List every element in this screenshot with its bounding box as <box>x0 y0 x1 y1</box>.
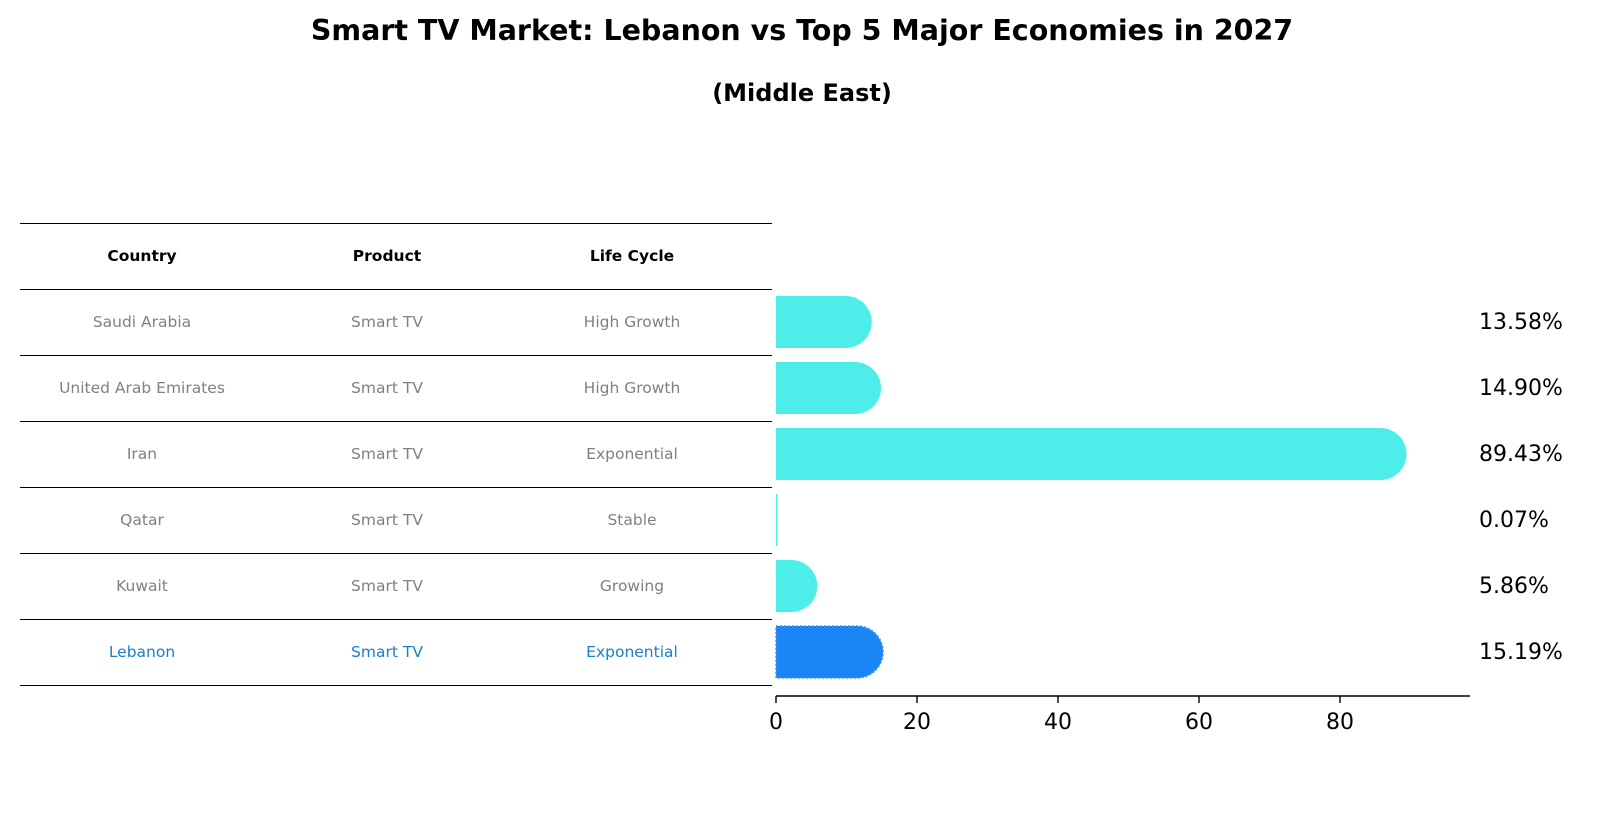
table-cell: Lebanon <box>108 643 176 661</box>
x-tick-label: 40 <box>1044 710 1072 735</box>
table-cell: Stable <box>607 511 657 529</box>
table-rule <box>20 289 772 290</box>
table-cell: Iran <box>126 445 158 463</box>
table-rule <box>20 685 772 686</box>
bar <box>776 428 1407 480</box>
table-cell: Smart TV <box>351 379 423 397</box>
table-rule <box>20 553 772 554</box>
value-label: 89.43% <box>1479 442 1563 467</box>
table-cell: Kuwait <box>116 577 168 595</box>
table-cell: Smart TV <box>351 511 423 529</box>
table-cell: Saudi Arabia <box>92 313 192 331</box>
table-cell: High Growth <box>583 379 681 397</box>
table-cell: United Arab Emirates <box>59 379 225 397</box>
table-header-cell: Country <box>107 247 177 265</box>
value-label: 5.86% <box>1479 574 1549 599</box>
table-header-cell: Life Cycle <box>589 247 675 265</box>
x-tick-label: 0 <box>769 710 783 735</box>
x-tick-label: 60 <box>1185 710 1213 735</box>
table-cell: Smart TV <box>351 313 423 331</box>
bar <box>776 362 882 414</box>
bar <box>775 625 884 679</box>
table-cell: Smart TV <box>351 445 423 463</box>
table-cell: High Growth <box>583 313 681 331</box>
table-cell: Exponential <box>586 445 678 463</box>
table-cell: Qatar <box>120 511 164 529</box>
table-cell: Smart TV <box>351 643 423 661</box>
table-rule <box>20 619 772 620</box>
table-header-cell: Product <box>352 247 422 265</box>
table-rule <box>20 223 772 224</box>
value-label: 13.58% <box>1479 310 1563 335</box>
x-tick-label: 20 <box>903 710 931 735</box>
table-rule <box>20 355 772 356</box>
chart-title: Smart TV Market: Lebanon vs Top 5 Major … <box>310 14 1294 47</box>
x-tick-label: 80 <box>1326 710 1354 735</box>
value-label: 0.07% <box>1479 508 1549 533</box>
value-label: 14.90% <box>1479 376 1563 401</box>
table-cell: Exponential <box>586 643 678 661</box>
bar <box>776 494 778 546</box>
table-rule <box>20 487 772 488</box>
value-label: 15.19% <box>1479 640 1563 665</box>
bar <box>776 560 818 612</box>
chart-subtitle: (Middle East) <box>712 79 892 107</box>
table-rule <box>20 421 772 422</box>
bar <box>776 296 872 348</box>
table-cell: Smart TV <box>351 577 423 595</box>
table-cell: Growing <box>599 577 665 595</box>
